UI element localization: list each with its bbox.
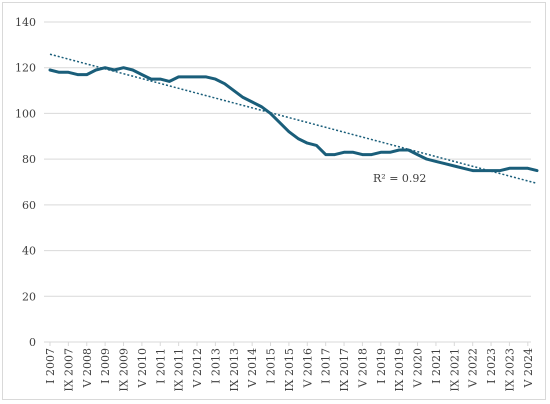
x-tick-label: I 2015 — [265, 348, 278, 384]
x-tick-label: V 2024 — [522, 348, 535, 388]
x-tick-label: V 2018 — [356, 348, 369, 388]
x-tick-label: IX 2023 — [503, 348, 516, 392]
y-axis: 0 20 40 60 80 100 120 140 — [15, 16, 36, 349]
x-tick-label: IX 2011 — [173, 348, 186, 392]
y-tick-label: 60 — [22, 199, 36, 212]
x-tick-label: I 2009 — [99, 348, 112, 384]
x-tick-label: IX 2019 — [393, 348, 406, 392]
x-tick-label: V 2010 — [136, 348, 149, 388]
y-tick-label: 120 — [15, 62, 36, 75]
x-tick-label: IX 2017 — [338, 348, 351, 392]
y-tick-label: 20 — [22, 290, 36, 303]
trendline — [49, 53, 538, 185]
x-tick-label: V 2008 — [81, 348, 94, 388]
x-tick-label: V 2016 — [301, 348, 314, 388]
y-tick-label: 80 — [22, 153, 36, 166]
y-tick-label: 100 — [15, 107, 36, 120]
x-tick-label: I 2019 — [375, 348, 388, 384]
y-tick-label: 40 — [22, 245, 36, 258]
x-tick-label: V 2012 — [191, 348, 204, 388]
x-tick-label: I 2017 — [320, 348, 333, 384]
x-tick-label: IX 2015 — [283, 348, 296, 392]
x-tick-label: IX 2007 — [62, 348, 75, 392]
x-tick-label: IX 2009 — [118, 348, 131, 392]
series-line — [48, 66, 539, 173]
x-tick-label: IX 2021 — [448, 348, 461, 392]
x-tick-label: I 2011 — [154, 348, 167, 384]
y-tick-label: 0 — [29, 336, 36, 349]
x-tick-label: I 2021 — [430, 348, 443, 384]
x-tick-label: I 2023 — [485, 348, 498, 384]
x-tick-label: V 2014 — [246, 348, 259, 388]
r-squared-label: R² = 0.92 — [373, 172, 426, 185]
chart-frame — [2, 2, 546, 400]
gridlines — [44, 21, 531, 297]
x-tick-label: I 2007 — [44, 348, 57, 384]
x-tick-label: V 2022 — [467, 348, 480, 388]
x-axis: I 2007 IX 2007 V 2008 I 2009 IX 2009 V 2010 I … — [44, 342, 535, 392]
y-tick-label: 140 — [15, 16, 36, 29]
x-tick-label: I 2013 — [209, 348, 222, 384]
x-tick-label: V 2020 — [412, 348, 425, 388]
x-tick-label: IX 2013 — [228, 348, 241, 392]
